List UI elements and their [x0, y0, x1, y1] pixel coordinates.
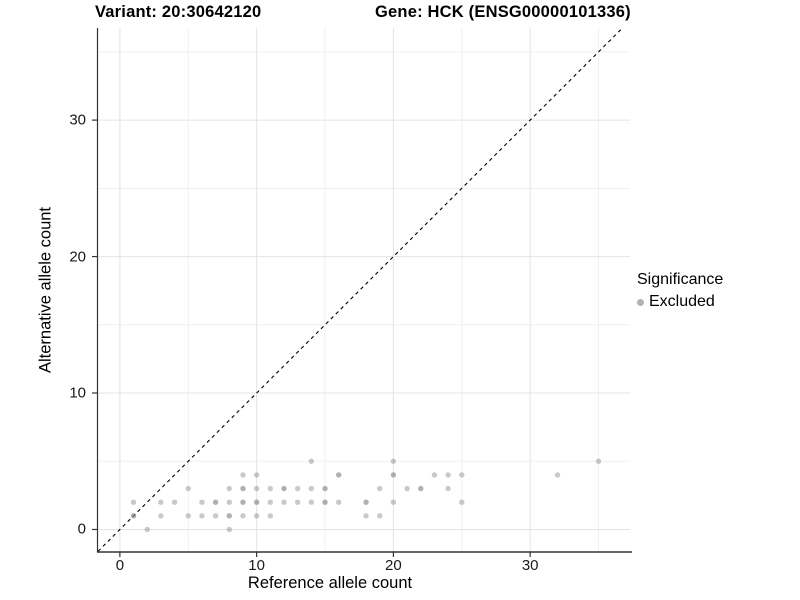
data-point — [253, 499, 260, 505]
data-point — [308, 458, 315, 464]
data-point — [171, 499, 178, 505]
x-tick-label: 30 — [521, 557, 539, 574]
data-point — [445, 485, 451, 492]
identity-line — [97, 27, 623, 552]
x-tick-label: 0 — [115, 557, 125, 574]
data-point — [253, 472, 260, 478]
data-point — [212, 513, 219, 519]
data-point — [240, 499, 246, 505]
x-tick-label: 20 — [385, 557, 402, 574]
data-point — [459, 472, 465, 478]
gene-title: Gene: HCK (ENSG00000101336) — [375, 3, 631, 21]
data-point — [404, 485, 410, 492]
data-point — [308, 485, 315, 492]
y-axis-label: Alternative allele count — [36, 206, 55, 374]
legend-item: Excluded — [637, 293, 723, 311]
y-tick-label: 0 — [77, 520, 86, 538]
legend-title: Significance — [637, 271, 724, 288]
legend-item-label: Excluded — [649, 293, 715, 310]
data-point — [459, 499, 465, 505]
data-point — [212, 499, 219, 505]
data-point — [226, 513, 232, 519]
data-point — [226, 499, 232, 505]
data-point — [199, 499, 205, 505]
data-point — [158, 499, 164, 505]
data-point — [431, 472, 438, 478]
data-point — [322, 499, 328, 505]
x-tick-label: 10 — [248, 557, 265, 574]
data-point — [253, 485, 260, 492]
data-point — [390, 472, 397, 478]
y-tick-label: 20 — [69, 248, 86, 266]
data-point — [240, 485, 246, 492]
variant-title: Variant: 20:30642120 — [95, 3, 262, 21]
data-point — [185, 485, 191, 492]
data-point — [308, 499, 315, 505]
data-point — [199, 513, 205, 519]
data-point — [144, 526, 150, 533]
data-point — [267, 513, 274, 519]
data-point — [418, 485, 424, 492]
data-point — [335, 499, 342, 505]
data-point — [130, 513, 137, 519]
data-point — [253, 513, 260, 519]
data-point — [226, 485, 232, 492]
data-point — [267, 485, 274, 492]
data-point — [390, 458, 397, 464]
x-axis-label: Reference allele count — [247, 574, 413, 592]
data-point — [281, 485, 287, 492]
data-point — [158, 513, 164, 519]
y-tick-label: 30 — [69, 111, 86, 129]
data-point — [185, 513, 191, 519]
data-point — [595, 458, 602, 464]
data-point — [240, 472, 246, 478]
data-point — [281, 499, 287, 505]
data-point — [294, 499, 301, 505]
legend-items: Excluded — [637, 293, 723, 311]
data-point — [240, 513, 246, 519]
data-point — [363, 513, 369, 519]
data-point — [554, 472, 561, 478]
legend: Significance Excluded — [637, 271, 723, 311]
data-point — [445, 472, 451, 478]
data-point — [363, 499, 369, 505]
data-point — [390, 499, 397, 505]
data-point — [377, 513, 383, 519]
data-point — [335, 472, 342, 478]
data-point — [226, 526, 232, 533]
y-tick-label: 10 — [69, 384, 86, 402]
data-point — [267, 499, 274, 505]
data-point — [322, 485, 328, 492]
data-point — [130, 499, 137, 505]
data-point — [294, 485, 301, 492]
data-point — [377, 485, 383, 492]
legend-key-point-icon — [637, 298, 644, 306]
